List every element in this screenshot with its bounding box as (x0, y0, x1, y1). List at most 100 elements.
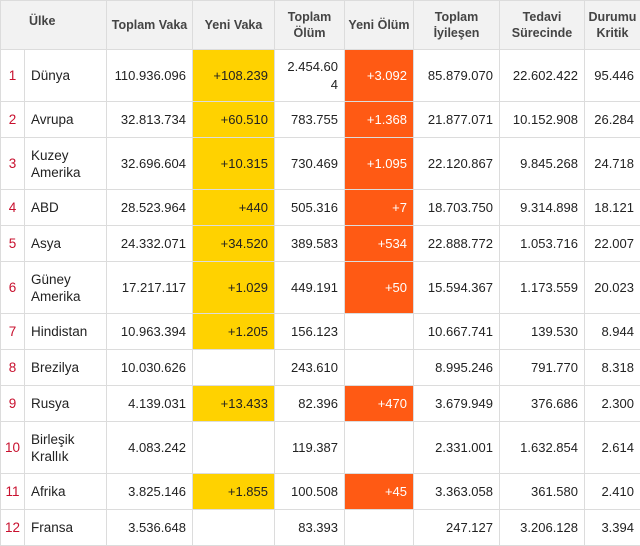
total-deaths-cell: 505.316 (274, 189, 345, 226)
new-deaths-cell: +470 (344, 385, 414, 422)
country-cell: Birleşik Krallık (24, 421, 107, 474)
active-cell: 9.845.268 (499, 137, 585, 190)
table-row[interactable]: 5 Asya 24.332.071 +34.520 389.583 +534 22.888.… (0, 225, 640, 262)
country-cell: Brezilya (24, 349, 107, 386)
header-active[interactable]: Tedavi Sürecinde (499, 0, 585, 50)
rank-cell: 2 (0, 101, 25, 138)
table-row[interactable]: 1 Dünya 110.936.096 +108.239 2.454.604 +3.092… (0, 49, 640, 102)
table-row[interactable]: 6 Güney Amerika 17.217.117 +1.029 449.191 +50… (0, 261, 640, 314)
rank-cell: 8 (0, 349, 25, 386)
new-deaths-cell (344, 313, 414, 350)
new-deaths-cell (344, 509, 414, 546)
country-cell: Avrupa (24, 101, 107, 138)
table-row[interactable]: 9 Rusya 4.139.031 +13.433 82.396 +470 3.679.94… (0, 385, 640, 422)
new-deaths-cell: +1.368 (344, 101, 414, 138)
total-cases-cell: 28.523.964 (106, 189, 193, 226)
new-cases-cell (192, 509, 275, 546)
total-cases-cell: 4.083.242 (106, 421, 193, 474)
total-recovered-cell: 21.877.071 (413, 101, 500, 138)
total-recovered-cell: 10.667.741 (413, 313, 500, 350)
table-row[interactable]: 8 Brezilya 10.030.626 243.610 8.995.246 791.7… (0, 349, 640, 386)
active-cell: 9.314.898 (499, 189, 585, 226)
total-cases-cell: 110.936.096 (106, 49, 193, 102)
total-deaths-cell: 389.583 (274, 225, 345, 262)
rank-cell: 1 (0, 49, 25, 102)
total-deaths-cell: 783.755 (274, 101, 345, 138)
country-cell: Dünya (24, 49, 107, 102)
active-cell: 10.152.908 (499, 101, 585, 138)
critical-cell: 2.410 (584, 473, 640, 510)
new-deaths-cell: +3.092 (344, 49, 414, 102)
critical-cell: 18.121 (584, 189, 640, 226)
total-deaths-cell: 730.469 (274, 137, 345, 190)
table-row[interactable]: 10 Birleşik Krallık 4.083.242 119.387 2.331.… (0, 421, 640, 474)
table-row[interactable]: 3 Kuzey Amerika 32.696.604 +10.315 730.469 +1… (0, 137, 640, 190)
rank-cell: 4 (0, 189, 25, 226)
total-recovered-cell: 8.995.246 (413, 349, 500, 386)
new-cases-cell: +1.855 (192, 473, 275, 510)
table-row[interactable]: 12 Fransa 3.536.648 83.393 247.127 3.206.128 3… (0, 509, 640, 546)
critical-cell: 3.394 (584, 509, 640, 546)
total-cases-cell: 17.217.117 (106, 261, 193, 314)
critical-cell: 24.718 (584, 137, 640, 190)
total-recovered-cell: 3.363.058 (413, 473, 500, 510)
active-cell: 791.770 (499, 349, 585, 386)
total-recovered-cell: 2.331.001 (413, 421, 500, 474)
total-cases-cell: 32.813.734 (106, 101, 193, 138)
new-cases-cell: +1.205 (192, 313, 275, 350)
new-cases-cell: +13.433 (192, 385, 275, 422)
header-new-deaths[interactable]: Yeni Ölüm (344, 0, 414, 50)
table-row[interactable]: 7 Hindistan 10.963.394 +1.205 156.123 10.667.… (0, 313, 640, 350)
country-cell: Güney Amerika (24, 261, 107, 314)
rank-cell: 6 (0, 261, 25, 314)
table-row[interactable]: 11 Afrika 3.825.146 +1.855 100.508 +45 3.363.0… (0, 473, 640, 510)
country-cell: Asya (24, 225, 107, 262)
active-cell: 139.530 (499, 313, 585, 350)
active-cell: 361.580 (499, 473, 585, 510)
rank-cell: 3 (0, 137, 25, 190)
new-deaths-cell (344, 421, 414, 474)
table-row[interactable]: 2 Avrupa 32.813.734 +60.510 783.755 +1.368 21.… (0, 101, 640, 138)
total-deaths-cell: 119.387 (274, 421, 345, 474)
new-deaths-cell: +1.095 (344, 137, 414, 190)
total-recovered-cell: 22.888.772 (413, 225, 500, 262)
total-cases-cell: 10.030.626 (106, 349, 193, 386)
table-row[interactable]: 4 ABD 28.523.964 +440 505.316 +7 18.703.750 9.3… (0, 189, 640, 226)
new-cases-cell: +10.315 (192, 137, 275, 190)
total-cases-cell: 4.139.031 (106, 385, 193, 422)
active-cell: 3.206.128 (499, 509, 585, 546)
new-deaths-cell: +45 (344, 473, 414, 510)
header-total-deaths[interactable]: Toplam Ölüm (274, 0, 345, 50)
total-recovered-cell: 15.594.367 (413, 261, 500, 314)
header-total-recovered[interactable]: Toplam İyileşen (413, 0, 500, 50)
rank-cell: 9 (0, 385, 25, 422)
rank-cell: 11 (0, 473, 25, 510)
active-cell: 1.173.559 (499, 261, 585, 314)
table-body: 1 Dünya 110.936.096 +108.239 2.454.604 +3.092… (0, 49, 640, 546)
header-critical[interactable]: Durumu Kritik (584, 0, 640, 50)
header-new-cases[interactable]: Yeni Vaka (192, 0, 275, 50)
rank-cell: 12 (0, 509, 25, 546)
total-deaths-cell: 82.396 (274, 385, 345, 422)
new-cases-cell (192, 421, 275, 474)
critical-cell: 95.446 (584, 49, 640, 102)
total-cases-cell: 24.332.071 (106, 225, 193, 262)
total-cases-cell: 3.536.648 (106, 509, 193, 546)
critical-cell: 8.318 (584, 349, 640, 386)
country-cell: ABD (24, 189, 107, 226)
new-deaths-cell: +50 (344, 261, 414, 314)
country-cell: Afrika (24, 473, 107, 510)
total-recovered-cell: 3.679.949 (413, 385, 500, 422)
critical-cell: 8.944 (584, 313, 640, 350)
total-cases-cell: 10.963.394 (106, 313, 193, 350)
rank-cell: 10 (0, 421, 25, 474)
total-deaths-cell: 449.191 (274, 261, 345, 314)
total-recovered-cell: 22.120.867 (413, 137, 500, 190)
header-total-cases[interactable]: Toplam Vaka (106, 0, 193, 50)
total-cases-cell: 32.696.604 (106, 137, 193, 190)
header-row: Ülke Toplam Vaka Yeni Vaka Toplam Ölüm Y… (0, 0, 640, 50)
new-deaths-cell: +534 (344, 225, 414, 262)
total-deaths-cell: 243.610 (274, 349, 345, 386)
header-country[interactable]: Ülke (0, 0, 107, 50)
